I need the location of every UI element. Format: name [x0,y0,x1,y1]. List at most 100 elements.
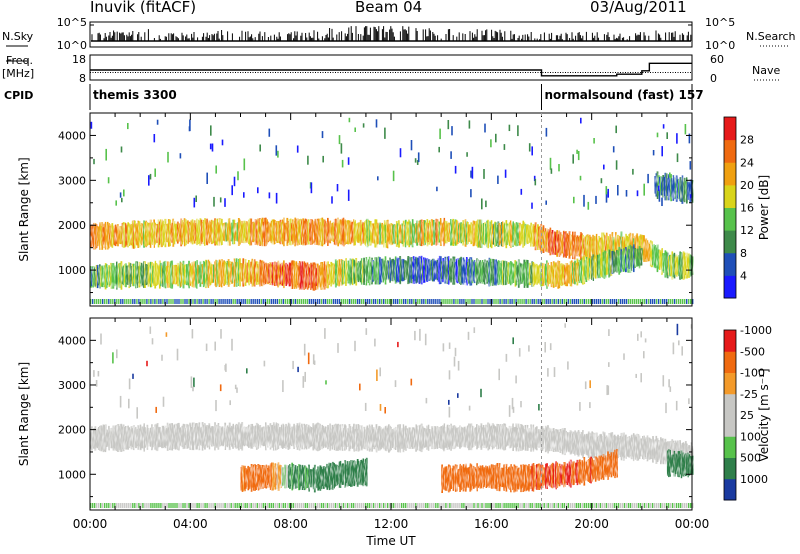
power-speck [193,197,196,208]
velocity-band-2-cell [563,462,565,488]
power-speck [550,168,553,174]
power-band-2-cell [664,172,667,201]
velocity-band-0-cell [342,428,345,447]
power-band-0-cell [595,233,598,261]
velocity-near-range-cell [138,503,140,508]
power-speck [154,168,156,177]
power-band-1-cell [293,260,295,289]
power-band-0-cell [158,221,161,246]
velocity-band-0-cell [224,422,227,450]
velocity-near-range-cell [144,503,146,508]
power-colorbar-swatch [724,252,736,276]
power-speck [676,133,678,144]
power-band-0-cell [201,221,204,243]
power-near-range-cell [324,299,327,304]
power-band-0-cell [690,255,693,276]
velocity-near-range-cell [433,503,435,508]
power-band-1-cell [429,260,432,280]
velocity-speck [623,353,625,360]
velocity-speck [313,360,316,365]
power-band-1-cell [561,264,564,285]
velocity-band-0-cell [417,429,420,447]
power-band-1-cell [96,264,99,289]
velocity-band-1-cell [240,466,243,491]
power-band-0-cell [471,223,474,243]
velocity-near-range-cell [258,503,260,508]
velocity-near-range-cell [573,503,575,508]
velocity-near-range-cell [483,503,485,508]
velocity-band-0-cell [332,426,335,448]
power-band-1-cell [588,258,591,279]
power-near-range-cell [102,299,104,304]
power-band-0-cell [358,222,361,244]
velocity-speck [132,373,134,379]
velocity-near-range-cell [154,503,156,508]
power-band-0-cell [395,221,398,247]
power-band-0-cell [559,232,562,256]
power-near-range-cell [509,299,511,304]
power-band-2-cell [670,174,672,202]
power-band-0-cell [110,224,113,247]
power-near-range-cell [268,299,270,304]
velocity-band-2-cell [585,461,588,481]
power-band-0-cell [114,224,117,247]
power-band-0-cell [270,220,273,244]
power-band-1-cell [502,260,504,286]
velocity-band-0-cell [357,424,360,452]
velocity-near-range-cell [473,503,475,508]
power-band-0-cell [526,224,529,244]
velocity-band-0-cell [318,423,320,451]
velocity-band-0-cell [315,423,318,451]
power-band-2-cell [667,174,670,201]
power-band-0-cell [469,224,472,242]
power-band-1-cell [569,261,572,287]
velocity-band-0-cell [584,434,587,455]
velocity-near-range-cell [449,503,451,508]
power-speck [662,124,665,129]
power-band-1-cell [230,263,232,282]
velocity-speck [681,346,683,356]
power-near-range-cell [274,299,276,304]
velocity-near-range-cell [599,503,602,508]
power-near-range-cell [360,299,363,304]
velocity-band-2-cell [468,467,471,489]
velocity-near-range-cell [559,503,561,508]
velocity-speck [379,404,382,411]
power-band-0-cell [253,222,256,242]
power-band-0-cell [687,253,689,278]
power-band-1-cell [290,260,293,289]
velocity-speck [165,332,168,337]
velocity-colorbar-tick-label: -25 [740,388,758,401]
power-speck [580,117,582,124]
velocity-band-0-cell [210,426,213,447]
power-near-range-cell [485,299,487,304]
power-band-2-cell [690,181,693,202]
power-speck [120,146,123,153]
velocity-band-1-cell [334,464,336,487]
velocity-band-0-cell [105,429,108,447]
velocity-band-0-cell [504,423,507,451]
velocity-near-range-cell [545,503,547,508]
power-band-1-cell [281,262,284,286]
velocity-band-0-cell [93,428,96,449]
velocity-near-range-cell [228,503,230,508]
velocity-near-range-cell [417,503,419,508]
power-band-0-cell [479,219,482,248]
power-band-1-cell [604,251,607,278]
velocity-band-0-cell [181,425,184,448]
power-band-0-cell [136,223,139,246]
velocity-near-range-cell [296,503,299,508]
power-speck [450,151,452,159]
power-near-range-cell [573,299,575,304]
power-band-1-cell [141,264,144,285]
velocity-band-2-cell [531,463,534,492]
velocity-band-2-cell [441,464,443,493]
velocity-near-range-cell [419,503,421,508]
power-band-1-cell [209,262,212,285]
power-band-0-cell [338,220,341,244]
velocity-band-1-cell [248,466,251,490]
power-band-0-cell [337,217,339,247]
velocity-band-0-cell [333,424,336,451]
velocity-band-0-cell [327,425,329,450]
power-speck [243,192,245,198]
